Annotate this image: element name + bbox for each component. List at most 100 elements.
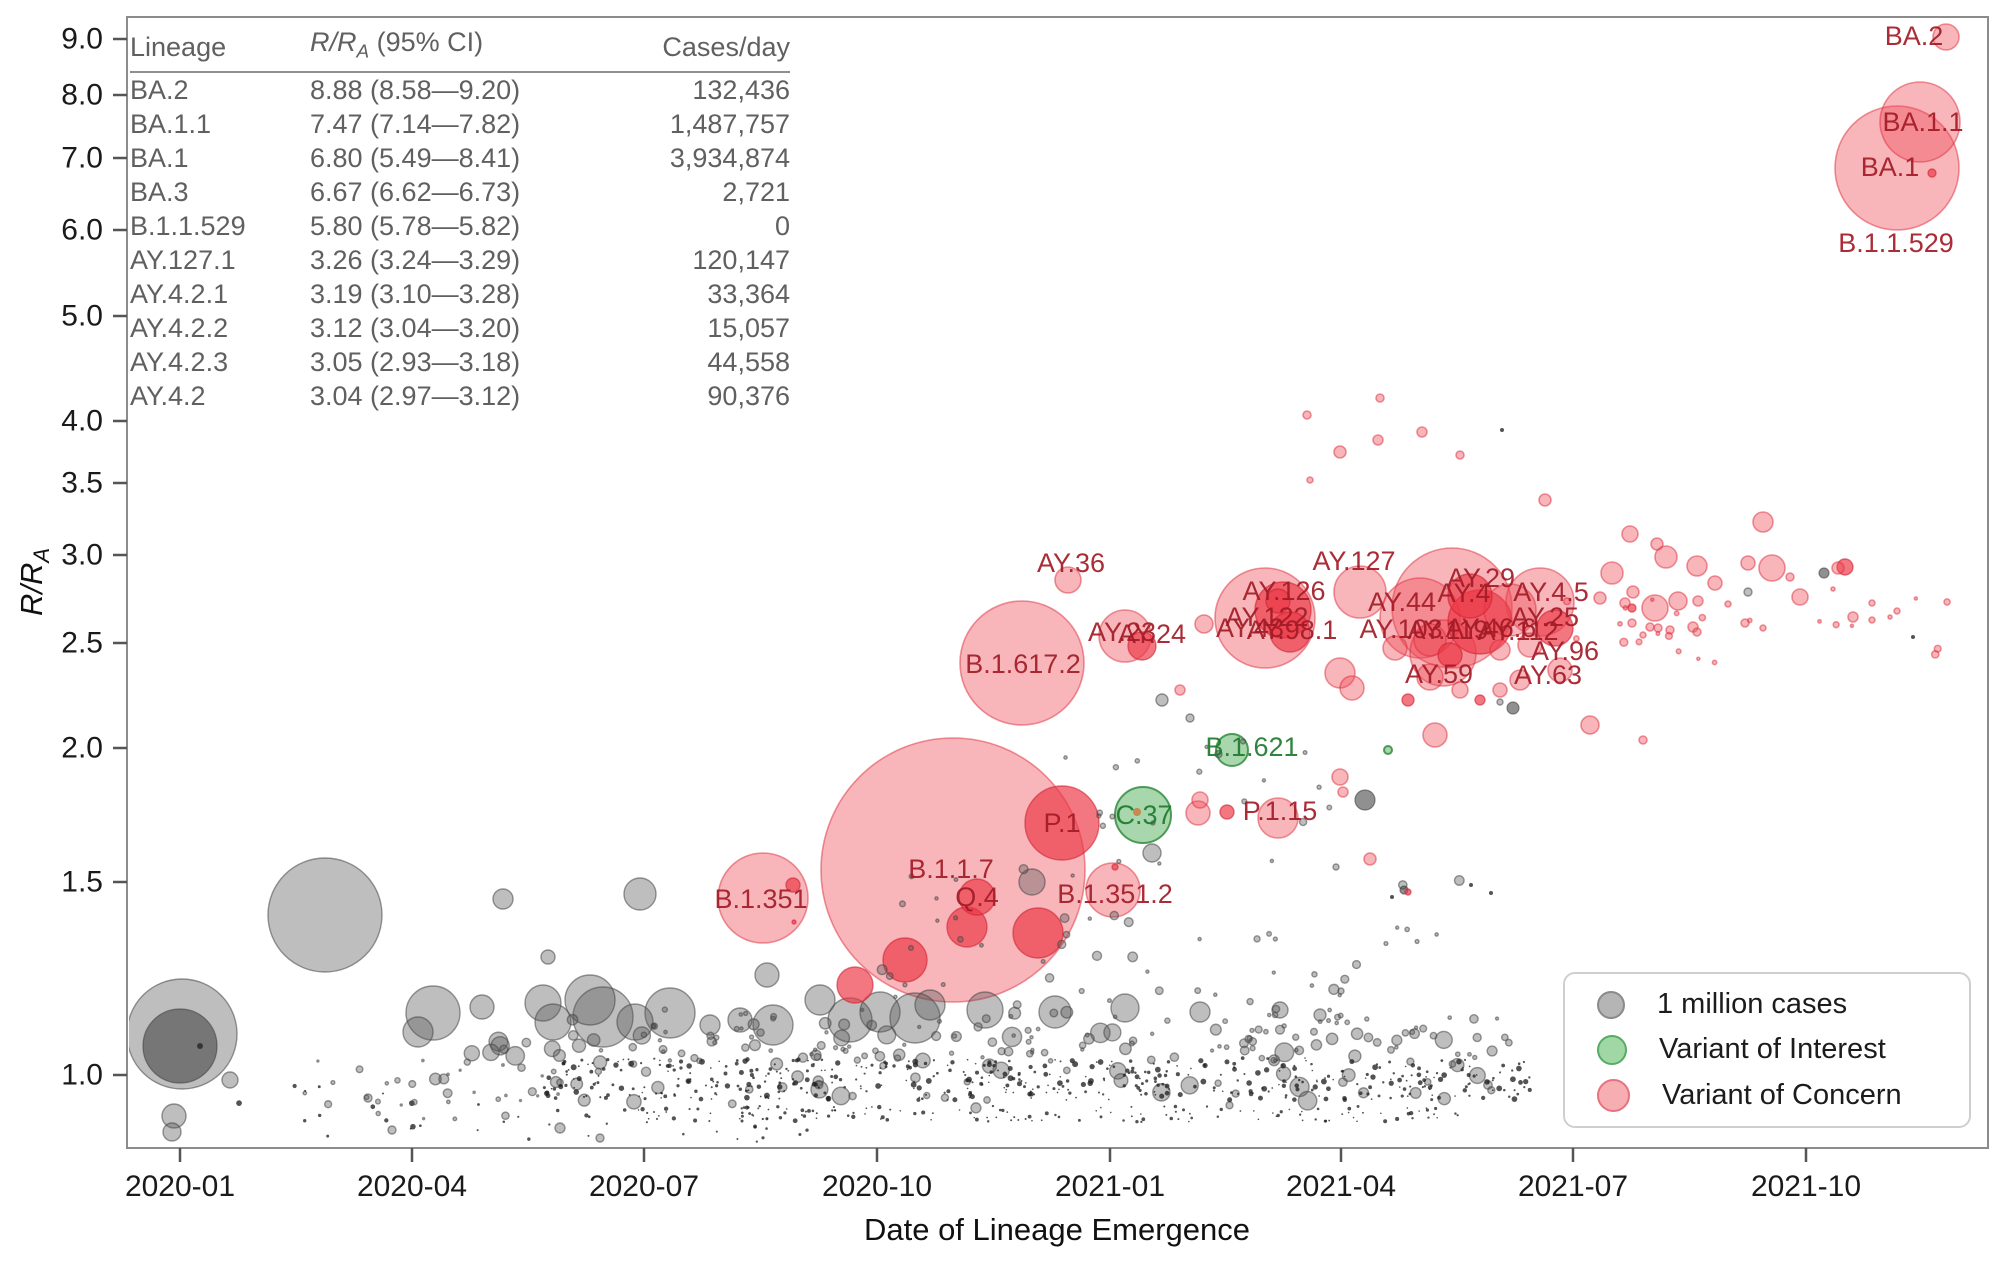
- cloud-dot: [1018, 864, 1029, 875]
- cloud-dot: [848, 1091, 857, 1101]
- cloud-dot: [740, 1119, 744, 1123]
- cloud-dot: [678, 1059, 684, 1064]
- cloud-dot: [792, 1118, 798, 1124]
- cloud-dot: [647, 1117, 650, 1120]
- bubble: [1536, 609, 1574, 647]
- cloud-dot: [1112, 1014, 1118, 1020]
- cloud-dot: [1332, 1078, 1335, 1081]
- cloud-dot: [1491, 1089, 1494, 1092]
- bubble: [889, 992, 941, 1044]
- cloud-dot: [1095, 1109, 1098, 1112]
- cloud-dot: [1016, 1081, 1023, 1087]
- cloud-dot: [973, 1116, 976, 1119]
- cloud-dot: [1746, 617, 1753, 624]
- cloud-dot: [860, 1087, 862, 1090]
- cloud-dot: [1349, 1059, 1355, 1065]
- cloud-dot: [1163, 1105, 1166, 1108]
- bubble: [1191, 791, 1209, 809]
- cloud-dot: [1095, 1061, 1098, 1064]
- cloud-dot: [948, 1050, 955, 1056]
- bubble: [1868, 599, 1876, 607]
- cloud-dot: [1146, 1070, 1151, 1075]
- bubble: [1133, 808, 1141, 816]
- cloud-dot: [943, 1091, 946, 1094]
- bubble: [804, 984, 836, 1016]
- cloud-dot: [1052, 1087, 1056, 1091]
- cloud-dot: [1154, 1066, 1161, 1073]
- cloud-dot: [965, 1078, 969, 1083]
- cloud-dot: [535, 1094, 540, 1098]
- cloud-dot: [1460, 1068, 1464, 1072]
- cloud-dot: [1516, 1065, 1522, 1072]
- table-cell: 1,487,757: [669, 109, 790, 140]
- cloud-dot: [809, 1051, 814, 1057]
- cloud-dot: [689, 1072, 692, 1075]
- legend-label: Variant of Concern: [1662, 1078, 1902, 1111]
- legend-label: Variant of Interest: [1659, 1033, 1886, 1066]
- cloud-dot: [761, 1117, 764, 1121]
- lineage-label-BA.2: BA.2: [1885, 21, 1944, 51]
- table-row: AY.127.1 3.26 (3.24—3.29) 120,147: [130, 243, 790, 277]
- cloud-dot: [663, 1106, 669, 1111]
- lineage-label-B.1.351.2: B.1.351.2: [1057, 879, 1173, 909]
- cloud-dot: [1522, 1060, 1526, 1064]
- cloud-dot: [885, 972, 894, 981]
- cloud-dot: [565, 1073, 568, 1076]
- cloud-dot: [1118, 1042, 1132, 1056]
- cloud-dot: [597, 1074, 600, 1077]
- bubble: [1547, 657, 1573, 683]
- bubble: [197, 1043, 203, 1049]
- cloud-dot: [1468, 1065, 1471, 1068]
- cloud-dot: [370, 1104, 376, 1110]
- cloud-dot: [704, 1084, 708, 1087]
- cloud-dot: [1067, 1088, 1070, 1091]
- green-circle-icon: [1597, 1034, 1627, 1065]
- cloud-dot: [802, 1114, 807, 1118]
- bubble: [1743, 587, 1753, 597]
- cloud-dot: [420, 1058, 425, 1063]
- cloud-dot: [1127, 951, 1139, 963]
- lineage-label-AY.63: AY.63: [1514, 660, 1582, 690]
- lineage-label-B.1.617.2: B.1.617.2: [965, 649, 1081, 679]
- cloud-dot: [851, 1114, 856, 1119]
- cloud-dot: [980, 1083, 984, 1086]
- y-axis-ticks: 9.0 8.0 7.0 6.0 5.0 4.0 3.5 3.0 2.5 2.0 1.5 1.0: [61, 23, 127, 1092]
- cloud-dot: [1062, 930, 1071, 939]
- bubble: [1638, 735, 1648, 745]
- cloud-dot: [408, 1079, 417, 1089]
- cloud-dot: [1408, 1092, 1412, 1096]
- cloud-dot: [1044, 1111, 1049, 1116]
- table-cell: 120,147: [692, 245, 790, 276]
- cloud-dot: [1044, 973, 1055, 983]
- bubble: [1110, 993, 1140, 1023]
- cloud-dot: [582, 1095, 586, 1098]
- cloud-dot: [864, 1113, 866, 1115]
- cloud-dot: [1123, 917, 1134, 928]
- cloud-dot: [1156, 1083, 1160, 1088]
- bubble: [966, 991, 1004, 1029]
- cloud-dot: [767, 1072, 770, 1075]
- cloud-dot: [1304, 1057, 1306, 1059]
- cloud-dot: [1056, 939, 1067, 950]
- cloud-dot: [1078, 987, 1085, 995]
- cloud-dot: [902, 982, 908, 988]
- cloud-dot: [1194, 987, 1202, 995]
- bubble: [1627, 618, 1637, 628]
- cloud-dot: [712, 1080, 715, 1083]
- cloud-dot: [1164, 1017, 1171, 1024]
- cloud-dot: [813, 1082, 818, 1087]
- cloud-dot: [874, 1050, 886, 1062]
- cloud-dot: [375, 1110, 381, 1117]
- table-row: AY.4.2.2 3.12 (3.04—3.20) 15,057: [130, 311, 790, 345]
- cloud-dot: [665, 1111, 668, 1113]
- cloud-dot: [740, 1111, 744, 1115]
- cloud-dot: [458, 1068, 462, 1072]
- cloud-dot: [1817, 618, 1823, 624]
- lineage-label-AY.36: AY.36: [1037, 548, 1105, 578]
- cloud-dot: [866, 1019, 878, 1031]
- cloud-dot: [1310, 1038, 1323, 1051]
- y-tick-label: 9.0: [61, 23, 103, 56]
- cloud-dot: [744, 1094, 750, 1101]
- cloud-dot: [1288, 1108, 1291, 1111]
- cloud-dot: [980, 1076, 984, 1079]
